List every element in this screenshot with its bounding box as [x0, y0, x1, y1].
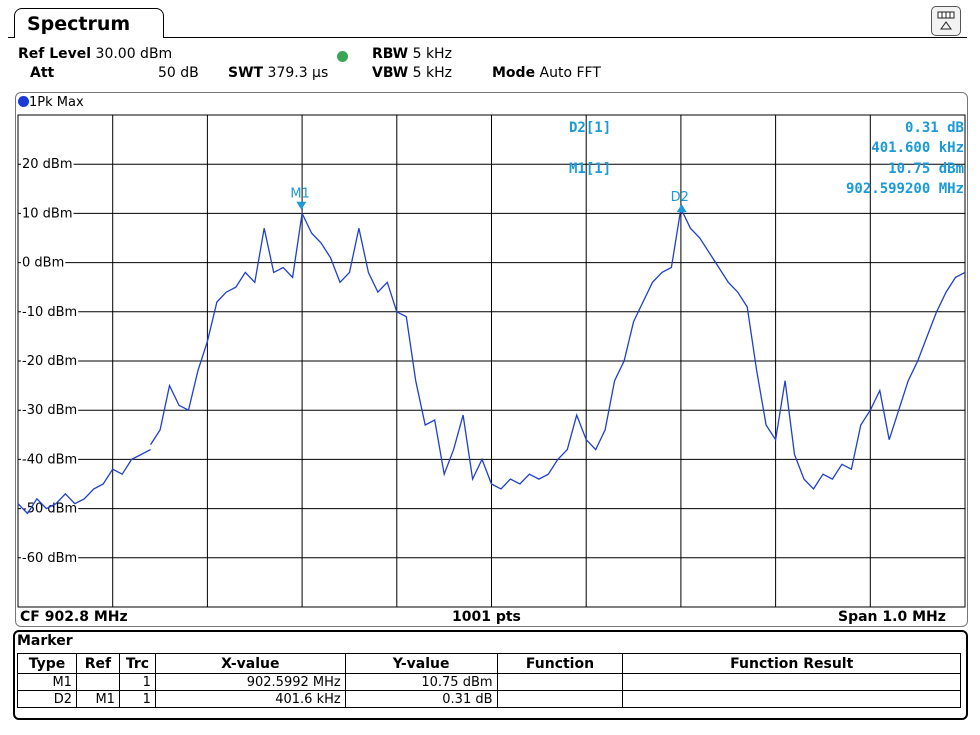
marker-table-cell: [496, 673, 624, 691]
span-label: Span 1.0 MHz: [838, 609, 946, 625]
points-label: 1001 pts: [452, 609, 521, 625]
marker-table-header-cell: Type: [17, 653, 77, 674]
tab-underline: [164, 37, 967, 38]
marker-table-header-cell: Function Result: [622, 653, 961, 674]
status-dot-icon: [337, 51, 348, 62]
y-tick-label-bg: [21, 403, 79, 419]
y-tick-label: -40 dBm: [22, 452, 77, 467]
y-tick-label: 20 dBm: [22, 157, 73, 172]
att-label: Att: [30, 65, 55, 81]
marker-table-cell: M1: [75, 690, 120, 708]
marker-table-cell: 1: [118, 690, 156, 708]
trace-dot-icon: [18, 96, 29, 107]
ref-level-value: 30.00 dBm: [95, 46, 173, 62]
marker-table: Type Ref Trc X-value Y-value Function Function…: [17, 653, 961, 708]
marker-table-header-cell: Y-value: [344, 653, 498, 674]
marker-table-cell: 1: [118, 673, 156, 691]
trace-label: 1Pk Max: [29, 95, 84, 110]
marker-d2-label: D2: [671, 190, 689, 205]
swt-value: 379.3 µs: [267, 65, 329, 81]
marker-table-cell: 0.31 dB: [344, 690, 498, 708]
marker-table-body: M1 1 902.5992 MHz 10.75 dBm D2 M1 1 401.6 kHz 0.…: [17, 673, 961, 708]
marker-d2-icon: [676, 204, 687, 213]
vbw-label: VBW: [372, 65, 409, 81]
y-tick-label-bg: [21, 304, 79, 320]
y-tick-label-bg: [21, 255, 66, 271]
tab-spectrum-label: Spectrum: [27, 13, 131, 35]
tab-underline-left: [8, 37, 15, 38]
att-value: 50 dB: [158, 65, 199, 81]
marker-table-row[interactable]: D2 M1 1 401.6 kHz 0.31 dB: [17, 690, 961, 708]
y-tick-label: -50 dBm: [22, 502, 77, 517]
marker-table-cell: [622, 690, 961, 708]
rbw-label: RBW: [372, 46, 409, 62]
marker-d2-level: 0.31 dB: [905, 120, 964, 136]
mode-value: Auto FFT: [539, 65, 601, 81]
marker-table-row[interactable]: M1 1 902.5992 MHz 10.75 dBm: [17, 673, 961, 691]
ref-level-label: Ref Level: [18, 46, 92, 62]
marker-table-cell: D2: [17, 690, 77, 708]
marker-table-cell: M1: [17, 673, 77, 691]
marker-table-cell: [622, 673, 961, 691]
vbw-row: VBW 5 kHz: [372, 65, 452, 81]
y-tick-label: 0 dBm: [22, 256, 64, 271]
y-tick-label-bg: [21, 206, 74, 222]
marker-table-cell: 10.75 dBm: [344, 673, 498, 691]
marker-table-title: Marker: [17, 633, 73, 649]
y-tick-label-bg: [21, 501, 79, 517]
marker-m1-frequency: 902.599200 MHz: [846, 181, 964, 197]
marker-table-header-cell: Trc: [118, 653, 156, 674]
y-tick-label-bg: [21, 354, 79, 369]
diagram-frame: [15, 92, 968, 627]
y-tick-label: -30 dBm: [22, 403, 77, 418]
y-tick-label: -20 dBm: [22, 354, 77, 369]
y-tick-label: -10 dBm: [22, 305, 77, 320]
trace-label-row: 1Pk Max: [18, 95, 84, 110]
swt-row: SWT 379.3 µs: [228, 65, 328, 81]
rbw-value: 5 kHz: [412, 46, 452, 62]
mode-row: Mode Auto FFT: [492, 65, 601, 81]
swt-label: SWT: [228, 65, 264, 81]
window-layout-button[interactable]: [931, 6, 961, 36]
rbw-row: RBW 5 kHz: [372, 46, 452, 62]
y-tick-label: 10 dBm: [22, 206, 73, 221]
mode-label: Mode: [492, 65, 536, 81]
marker-d2-name: D2[1]: [569, 120, 611, 136]
marker-d2-frequency: 401.600 kHz: [871, 140, 964, 156]
trace-segment-left: [17, 449, 151, 515]
tab-spectrum[interactable]: Spectrum: [14, 8, 164, 38]
y-tick-label-bg: [21, 157, 74, 173]
y-tick-label: -60 dBm: [22, 551, 77, 566]
marker-table-header-cell: X-value: [154, 653, 346, 674]
y-tick-label-bg: [21, 550, 79, 566]
marker-m1-name: M1[1]: [569, 161, 611, 177]
marker-table-cell: [75, 673, 120, 691]
ref-level-row: Ref Level 30.00 dBm: [18, 46, 172, 62]
marker-table-cell: 902.5992 MHz: [154, 673, 346, 691]
y-tick-label-bg: [21, 452, 79, 468]
trace-1: [150, 206, 966, 490]
center-frequency-label: CF 902.8 MHz: [20, 609, 128, 625]
marker-m1-label: M1: [290, 187, 310, 202]
marker-table-cell: [496, 690, 624, 708]
marker-m1-icon: [296, 201, 307, 210]
marker-m1-level: 10.75 dBm: [888, 161, 964, 177]
marker-table-frame: [13, 630, 968, 720]
marker-table-header: Type Ref Trc X-value Y-value Function Function…: [17, 653, 961, 674]
vbw-value: 5 kHz: [412, 65, 452, 81]
marker-table-header-cell: Ref: [75, 653, 120, 674]
layout-icon: [937, 11, 955, 30]
marker-table-cell: 401.6 kHz: [154, 690, 346, 708]
marker-table-header-cell: Function: [496, 653, 624, 674]
